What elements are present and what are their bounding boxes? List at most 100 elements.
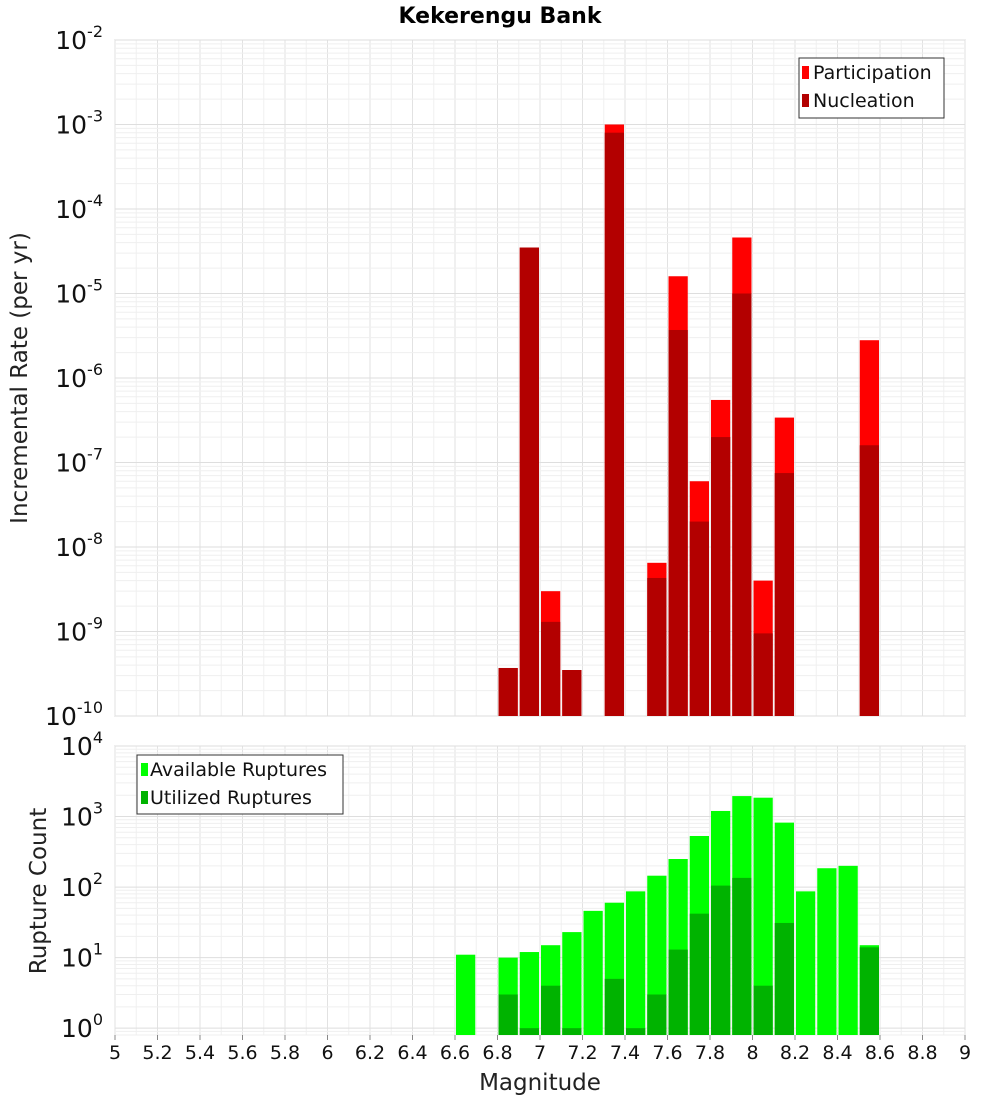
top-y-axis-label: Incremental Rate (per yr): [7, 232, 33, 524]
y-tick-label: 104: [61, 728, 103, 761]
y-tick-label: 10-3: [55, 107, 103, 140]
x-axis-label: Magnitude: [479, 1070, 601, 1096]
bottom-bars: [456, 796, 879, 1035]
x-tick-label: 6: [321, 1042, 333, 1064]
bar-available-ruptures: [562, 932, 582, 1035]
y-tick-base: 10: [61, 944, 93, 973]
y-tick-exponent: -10: [77, 698, 103, 717]
y-tick-exponent: -9: [87, 614, 103, 633]
y-tick-exponent: 2: [93, 869, 103, 888]
bar-utilized-ruptures: [859, 947, 879, 1035]
y-tick-exponent: -3: [87, 107, 103, 126]
bar-utilized-ruptures: [562, 1028, 582, 1035]
bottom-y-axis-label: Rupture Count: [26, 808, 52, 974]
x-tick-label: 5.2: [142, 1042, 172, 1064]
bar-utilized-ruptures: [626, 1028, 646, 1035]
top-gridlines: [114, 39, 966, 717]
bar-available-ruptures: [796, 891, 816, 1035]
bar-available-ruptures: [753, 797, 773, 1035]
y-tick-base: 10: [61, 803, 93, 832]
x-tick-label: 8.4: [822, 1042, 852, 1064]
bottom-legend: Available Ruptures Utilized Ruptures: [136, 754, 344, 815]
y-tick-base: 10: [61, 873, 93, 902]
bar-utilized-ruptures: [541, 985, 561, 1035]
top-legend-box: [798, 57, 945, 119]
top-bars: [498, 124, 879, 717]
bar-nucleation: [859, 445, 879, 716]
x-tick-label: 5.8: [270, 1042, 300, 1064]
bar-nucleation: [647, 577, 667, 716]
y-tick-exponent: -7: [87, 445, 103, 464]
legend-swatch-nucleation: [802, 94, 809, 107]
bar-nucleation: [604, 132, 624, 716]
bar-utilized-ruptures: [498, 994, 518, 1035]
y-tick-label: 10-6: [55, 360, 103, 393]
y-tick-label: 10-8: [55, 529, 103, 562]
y-tick-exponent: -6: [87, 360, 103, 379]
y-tick-label: 10-10: [45, 698, 103, 731]
y-tick-label: 103: [61, 799, 103, 832]
x-tick-label: 8: [746, 1042, 758, 1064]
y-tick-base: 10: [55, 449, 87, 478]
legend-label-nucleation: Nucleation: [813, 90, 915, 112]
legend-swatch-available: [141, 763, 148, 776]
y-tick-exponent: -5: [87, 276, 103, 295]
y-tick-label: 102: [61, 869, 103, 902]
bar-available-ruptures: [519, 952, 539, 1035]
x-tick-label: 8.6: [865, 1042, 895, 1064]
y-tick-label: 10-7: [55, 445, 103, 478]
y-tick-label: 10-5: [55, 276, 103, 309]
x-tick-label: 6.2: [355, 1042, 385, 1064]
bar-nucleation: [689, 521, 709, 716]
legend-label-utilized: Utilized Ruptures: [150, 787, 312, 809]
legend-swatch-utilized: [141, 791, 148, 804]
y-tick-base: 10: [55, 111, 87, 140]
bar-utilized-ruptures: [647, 994, 667, 1035]
x-tick-label: 7.2: [567, 1042, 597, 1064]
bottom-legend-box: [136, 754, 344, 815]
x-tick-label: 7: [534, 1042, 546, 1064]
y-tick-exponent: -8: [87, 529, 103, 548]
y-tick-base: 10: [55, 195, 87, 224]
y-tick-exponent: 0: [93, 1010, 103, 1029]
y-tick-exponent: 4: [93, 728, 103, 747]
bar-available-ruptures: [838, 865, 858, 1035]
bar-nucleation: [774, 473, 794, 716]
x-tick-label: 8.2: [780, 1042, 810, 1064]
bar-utilized-ruptures: [753, 985, 773, 1035]
y-tick-label: 101: [61, 940, 103, 973]
bar-available-ruptures: [456, 954, 476, 1035]
y-tick-exponent: 1: [93, 940, 103, 959]
bar-utilized-ruptures: [711, 885, 731, 1035]
bar-nucleation: [498, 667, 518, 716]
chart-title: Kekerengu Bank: [399, 4, 603, 29]
legend-label-participation: Participation: [813, 62, 932, 84]
x-tick-label: 5: [109, 1042, 121, 1064]
x-tick-label: 5.4: [185, 1042, 215, 1064]
y-tick-base: 10: [61, 732, 93, 761]
x-tick-label: 7.8: [695, 1042, 725, 1064]
x-ticks: 5 5.2 5.4 5.6 5.8 6 6.2 6.4 6.6 6.8 7 7.2 7.4 7.6 7.8 8…: [109, 1035, 971, 1064]
x-tick-label: 6.8: [482, 1042, 512, 1064]
x-tick-label: 5.6: [227, 1042, 257, 1064]
bar-utilized-ruptures: [689, 913, 709, 1035]
y-tick-base: 10: [55, 280, 87, 309]
bar-utilized-ruptures: [668, 949, 688, 1035]
bar-utilized-ruptures: [604, 978, 624, 1035]
bar-nucleation: [562, 670, 582, 716]
bar-available-ruptures: [583, 910, 603, 1035]
bar-utilized-ruptures: [732, 877, 752, 1035]
x-tick-label: 7.4: [610, 1042, 640, 1064]
y-tick-exponent: -4: [87, 191, 103, 210]
y-tick-exponent: 3: [93, 799, 103, 818]
y-tick-base: 10: [55, 533, 87, 562]
bar-nucleation: [732, 293, 752, 716]
y-tick-base: 10: [55, 618, 87, 647]
bar-nucleation: [668, 329, 688, 716]
y-tick-base: 10: [55, 26, 87, 55]
